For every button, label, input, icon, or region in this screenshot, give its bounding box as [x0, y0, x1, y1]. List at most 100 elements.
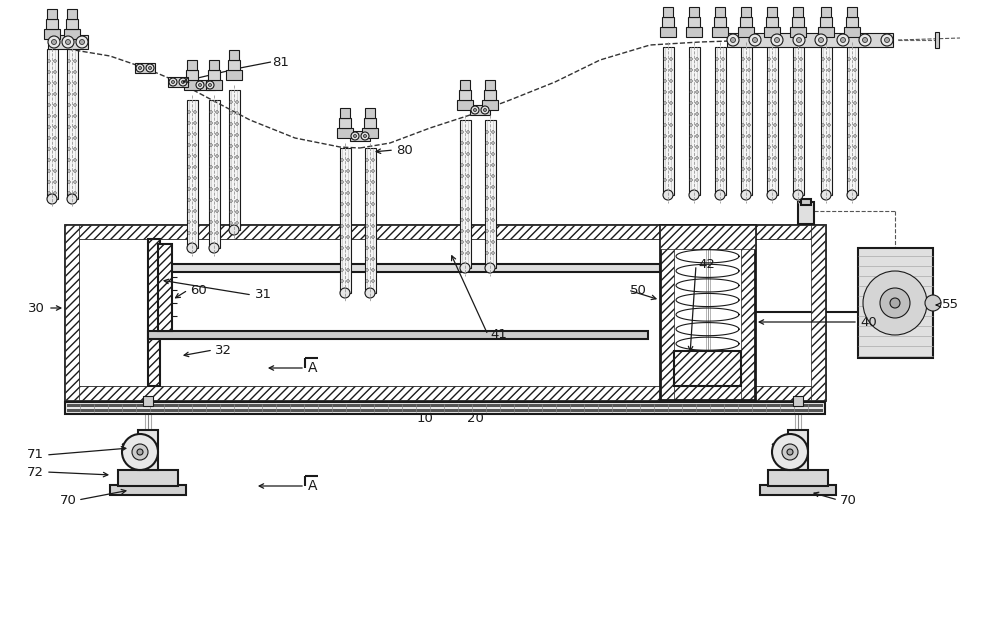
Circle shape — [782, 444, 798, 460]
Circle shape — [492, 142, 494, 144]
Circle shape — [716, 79, 718, 83]
Circle shape — [774, 69, 776, 71]
Bar — [847, 7, 857, 17]
Bar — [168, 77, 188, 87]
Circle shape — [341, 247, 343, 249]
Circle shape — [768, 168, 770, 170]
Circle shape — [696, 79, 698, 83]
Circle shape — [768, 102, 770, 104]
Circle shape — [366, 214, 368, 216]
Bar — [65, 225, 825, 400]
Circle shape — [341, 279, 343, 283]
Circle shape — [748, 168, 750, 170]
Circle shape — [822, 58, 824, 60]
Circle shape — [138, 66, 142, 70]
Circle shape — [794, 156, 796, 160]
Circle shape — [748, 112, 750, 116]
Circle shape — [848, 102, 850, 104]
Bar — [818, 27, 834, 37]
Circle shape — [216, 166, 218, 168]
Circle shape — [690, 179, 692, 181]
Circle shape — [169, 78, 177, 86]
Circle shape — [74, 82, 76, 84]
Circle shape — [774, 168, 776, 170]
Text: 70: 70 — [840, 494, 857, 507]
Circle shape — [794, 179, 796, 181]
Bar — [148, 239, 160, 386]
Circle shape — [716, 135, 718, 137]
Circle shape — [210, 232, 212, 234]
Text: 81: 81 — [272, 55, 289, 68]
Circle shape — [341, 202, 343, 206]
Circle shape — [862, 37, 868, 42]
Circle shape — [68, 159, 70, 161]
Circle shape — [137, 449, 143, 455]
Bar — [67, 404, 823, 407]
Circle shape — [188, 210, 190, 212]
Circle shape — [881, 34, 893, 46]
Bar — [482, 100, 498, 110]
Circle shape — [822, 91, 824, 93]
Bar — [195, 80, 215, 90]
Circle shape — [48, 170, 50, 172]
Circle shape — [774, 156, 776, 160]
Bar — [226, 70, 242, 80]
Circle shape — [486, 130, 488, 134]
Circle shape — [54, 137, 56, 139]
Circle shape — [372, 170, 374, 172]
Circle shape — [54, 82, 56, 84]
Circle shape — [347, 225, 349, 227]
Bar — [187, 60, 197, 70]
Bar — [65, 225, 825, 239]
Circle shape — [818, 37, 824, 42]
Bar — [741, 7, 751, 17]
Circle shape — [347, 279, 349, 283]
Circle shape — [670, 79, 672, 83]
Circle shape — [800, 79, 802, 83]
Circle shape — [822, 135, 824, 137]
Circle shape — [492, 252, 494, 255]
Circle shape — [54, 60, 56, 62]
Circle shape — [670, 112, 672, 116]
Bar — [793, 396, 803, 406]
Circle shape — [210, 111, 212, 113]
Circle shape — [828, 102, 830, 104]
Circle shape — [822, 146, 824, 148]
Bar — [660, 225, 674, 400]
Circle shape — [48, 82, 50, 84]
Circle shape — [230, 112, 232, 114]
Circle shape — [74, 115, 76, 117]
Circle shape — [716, 168, 718, 170]
Bar — [138, 430, 158, 470]
Circle shape — [179, 78, 187, 86]
Circle shape — [722, 146, 724, 148]
Bar — [460, 120, 471, 268]
Circle shape — [863, 271, 927, 335]
Circle shape — [188, 220, 190, 224]
Circle shape — [722, 135, 724, 137]
Circle shape — [885, 37, 890, 42]
Circle shape — [800, 156, 802, 160]
Bar — [793, 47, 804, 195]
Circle shape — [492, 219, 494, 221]
Circle shape — [854, 156, 856, 160]
Circle shape — [194, 220, 196, 224]
Circle shape — [210, 122, 212, 124]
Circle shape — [194, 232, 196, 234]
Circle shape — [492, 241, 494, 243]
Circle shape — [48, 104, 50, 106]
Bar — [187, 100, 198, 248]
Circle shape — [188, 166, 190, 168]
Circle shape — [364, 135, 366, 137]
Bar — [674, 351, 741, 386]
Bar — [365, 108, 375, 118]
Circle shape — [372, 279, 374, 283]
Circle shape — [794, 135, 796, 137]
Circle shape — [467, 130, 469, 134]
Bar — [689, 7, 699, 17]
Circle shape — [716, 156, 718, 160]
Bar — [65, 386, 825, 400]
Bar — [715, 47, 726, 195]
Circle shape — [74, 181, 76, 183]
Circle shape — [828, 168, 830, 170]
